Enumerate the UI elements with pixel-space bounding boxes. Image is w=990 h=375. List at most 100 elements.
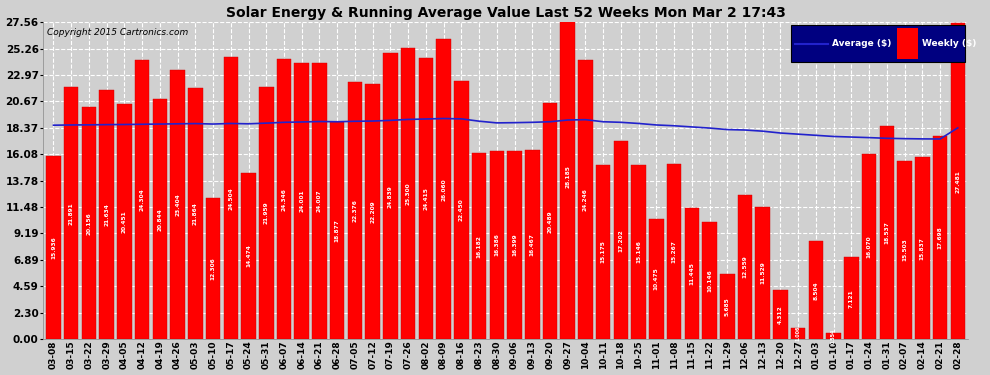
Bar: [632, 165, 645, 339]
Text: 1.006: 1.006: [796, 326, 801, 341]
Text: 18.877: 18.877: [335, 219, 340, 242]
Bar: [649, 219, 663, 339]
Bar: [720, 274, 735, 339]
Text: 24.304: 24.304: [140, 188, 145, 211]
Bar: [294, 63, 309, 339]
Bar: [99, 90, 114, 339]
Text: 16.467: 16.467: [530, 233, 535, 256]
Text: 15.175: 15.175: [601, 240, 606, 263]
Bar: [596, 165, 611, 339]
Bar: [472, 153, 486, 339]
Text: 20.156: 20.156: [86, 212, 91, 235]
Bar: [507, 150, 522, 339]
Text: 10.475: 10.475: [653, 267, 659, 290]
Bar: [330, 122, 345, 339]
Bar: [489, 151, 504, 339]
Text: 11.529: 11.529: [760, 261, 765, 284]
Bar: [738, 195, 752, 339]
Text: Copyright 2015 Cartronics.com: Copyright 2015 Cartronics.com: [48, 28, 189, 38]
Text: 27.481: 27.481: [955, 170, 960, 192]
Bar: [64, 87, 78, 339]
Bar: [82, 107, 96, 339]
Text: 14.474: 14.474: [247, 244, 251, 267]
Text: 16.182: 16.182: [476, 235, 481, 258]
Text: 24.007: 24.007: [317, 190, 322, 212]
Text: 12.559: 12.559: [742, 255, 747, 278]
Text: 16.386: 16.386: [494, 234, 499, 256]
Bar: [347, 82, 362, 339]
Text: 21.959: 21.959: [263, 201, 268, 224]
Bar: [560, 15, 575, 339]
Text: 8.504: 8.504: [814, 281, 819, 300]
Text: 25.300: 25.300: [406, 182, 411, 205]
Bar: [879, 126, 894, 339]
Bar: [135, 60, 149, 339]
Bar: [667, 164, 681, 339]
Text: 24.839: 24.839: [388, 185, 393, 208]
Text: 21.864: 21.864: [193, 202, 198, 225]
Text: 12.306: 12.306: [211, 257, 216, 280]
Bar: [543, 104, 557, 339]
Text: 26.060: 26.060: [442, 178, 446, 201]
Text: 5.685: 5.685: [725, 297, 730, 316]
Bar: [188, 88, 203, 339]
Text: 4.312: 4.312: [778, 305, 783, 324]
Text: 17.202: 17.202: [619, 229, 624, 252]
Text: 21.634: 21.634: [104, 203, 109, 226]
Text: 22.450: 22.450: [458, 199, 463, 221]
Bar: [791, 328, 806, 339]
Bar: [702, 222, 717, 339]
Text: 15.936: 15.936: [51, 236, 56, 259]
Text: 16.070: 16.070: [866, 236, 871, 258]
Bar: [614, 141, 629, 339]
FancyBboxPatch shape: [897, 28, 918, 58]
Bar: [684, 207, 699, 339]
Bar: [755, 207, 770, 339]
Bar: [844, 257, 858, 339]
Text: 20.451: 20.451: [122, 210, 127, 233]
Bar: [277, 59, 291, 339]
Bar: [170, 70, 185, 339]
Text: 24.346: 24.346: [281, 188, 286, 211]
Bar: [897, 161, 912, 339]
Bar: [437, 39, 450, 339]
Bar: [401, 48, 416, 339]
Text: 16.399: 16.399: [512, 234, 517, 256]
Text: 21.891: 21.891: [68, 202, 73, 225]
Bar: [152, 99, 167, 339]
Text: 17.698: 17.698: [938, 226, 942, 249]
Text: 22.376: 22.376: [352, 199, 357, 222]
Text: 7.121: 7.121: [848, 289, 854, 308]
Text: 18.537: 18.537: [884, 221, 889, 244]
Title: Solar Energy & Running Average Value Last 52 Weeks Mon Mar 2 17:43: Solar Energy & Running Average Value Las…: [226, 6, 786, 20]
Bar: [578, 60, 593, 339]
Text: 20.489: 20.489: [547, 210, 552, 232]
Bar: [525, 150, 540, 339]
Bar: [206, 198, 221, 339]
Bar: [827, 333, 841, 339]
Text: 24.246: 24.246: [583, 188, 588, 211]
Bar: [383, 53, 398, 339]
Text: 23.404: 23.404: [175, 193, 180, 216]
Bar: [862, 154, 876, 339]
Bar: [365, 84, 380, 339]
Bar: [950, 23, 965, 339]
Text: Average ($): Average ($): [833, 39, 892, 48]
Text: 22.209: 22.209: [370, 200, 375, 223]
Text: 20.844: 20.844: [157, 208, 162, 231]
Bar: [47, 156, 60, 339]
Text: 15.503: 15.503: [902, 238, 907, 261]
Bar: [773, 290, 788, 339]
Text: 28.185: 28.185: [565, 166, 570, 189]
Bar: [242, 172, 255, 339]
Text: 24.001: 24.001: [299, 190, 304, 212]
Text: 0.554: 0.554: [832, 328, 837, 344]
Bar: [419, 58, 433, 339]
Text: 15.146: 15.146: [637, 241, 642, 264]
Bar: [915, 157, 930, 339]
Text: 24.504: 24.504: [229, 187, 234, 210]
Bar: [809, 242, 824, 339]
FancyBboxPatch shape: [791, 25, 964, 62]
Bar: [312, 63, 327, 339]
Text: 24.415: 24.415: [424, 187, 429, 210]
